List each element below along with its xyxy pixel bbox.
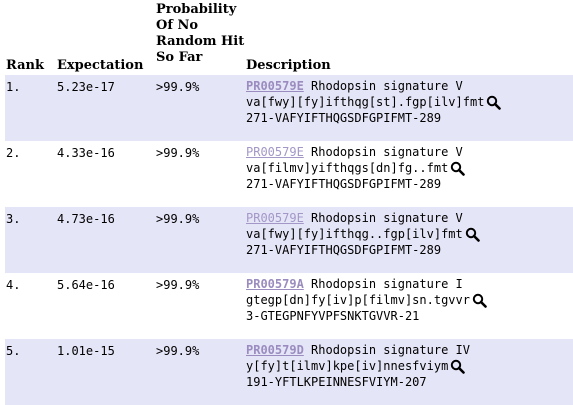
accession-link[interactable]: PR00579D [246,343,304,357]
probability-header-line-4: So Far [156,50,203,65]
pattern-text: va[fwy][fy]ifthqg..fgp[ilv]fmt [246,227,463,241]
magnifier-icon[interactable] [486,95,502,110]
expectation-cell: 5.64e-16 [57,278,115,292]
description-cell: PR00579A Rhodopsin signature I gtegp[dn]… [246,276,487,324]
probability-header-line-2: Of No [156,18,198,33]
signature-name: Rhodopsin signature V [311,211,463,225]
match-range: 191-YFTLKPEINNESFVIYM-207 [246,375,427,389]
table-row: 4. 5.64e-16 >99.9% PR00579A Rhodopsin si… [5,273,573,339]
description-cell: PR00579D Rhodopsin signature IV y[fy]t[i… [246,342,470,390]
accession-link[interactable]: PR00579E [246,145,304,159]
match-range: 271-VAFYIFTHQGSDFGPIFMT-289 [246,243,442,257]
column-header-probability: Probability Of No Random Hit So Far [156,2,244,66]
pattern-text: gtegp[dn]fy[iv]p[filmv]sn.tgvvr [246,293,470,307]
accession-link[interactable]: PR00579E [246,211,304,225]
signature-name: Rhodopsin signature I [311,277,463,291]
column-header-rank: Rank [6,58,44,73]
description-cell: PR00579E Rhodopsin signature V va[filmv]… [246,144,466,192]
probability-cell: >99.9% [156,344,200,358]
probability-cell: >99.9% [156,146,200,160]
match-range: 3-GTEGPNFYVPFSNKTGVVR-21 [246,309,420,323]
rank-cell: 2. [6,146,21,160]
signature-name: Rhodopsin signature V [311,79,463,93]
accession-link[interactable]: PR00579A [246,277,304,291]
pattern-text: va[filmv]yifthqgs[dn]fg..fmt [246,161,449,175]
column-header-description: Description [246,58,331,73]
probability-header-line-1: Probability [156,2,237,17]
rank-cell: 1. [6,80,21,94]
expectation-cell: 5.23e-17 [57,80,115,94]
table-row: 2. 4.33e-16 >99.9% PR00579E Rhodopsin si… [5,141,573,207]
accession-link[interactable]: PR00579E [246,79,304,93]
magnifier-icon[interactable] [465,227,480,242]
expectation-cell: 4.33e-16 [57,146,115,160]
probability-cell: >99.9% [156,80,200,94]
rank-cell: 4. [6,278,21,292]
probability-cell: >99.9% [156,278,200,292]
rank-cell: 3. [6,212,21,226]
probability-cell: >99.9% [156,212,200,226]
column-header-expectation: Expectation [57,58,144,73]
pattern-text: y[fy]t[ilmv]kpe[iv]nnesfviym [246,359,449,373]
signature-name: Rhodopsin signature IV [311,343,470,357]
table-row: 1. 5.23e-17 >99.9% PR00579E Rhodopsin si… [5,75,573,141]
description-cell: PR00579E Rhodopsin signature V va[fwy][f… [246,210,480,258]
table-row: 3. 4.73e-16 >99.9% PR00579E Rhodopsin si… [5,207,573,273]
description-cell: PR00579E Rhodopsin signature V va[fwy][f… [246,78,502,126]
match-range: 271-VAFYIFTHQGSDFGPIFMT-289 [246,177,442,191]
probability-header-line-3: Random Hit [156,34,245,49]
match-range: 271-VAFYIFTHQGSDFGPIFMT-289 [246,111,442,125]
magnifier-icon[interactable] [450,359,466,374]
expectation-cell: 1.01e-15 [57,344,115,358]
expectation-cell: 4.73e-16 [57,212,115,226]
pattern-text: va[fwy][fy]ifthqg[st].fgp[ilv]fmt [246,95,485,109]
magnifier-icon[interactable] [472,293,487,308]
rank-cell: 5. [6,344,21,358]
magnifier-icon[interactable] [450,161,466,176]
signature-name: Rhodopsin signature V [311,145,463,159]
table-row: 5. 1.01e-15 >99.9% PR00579D Rhodopsin si… [5,339,573,405]
